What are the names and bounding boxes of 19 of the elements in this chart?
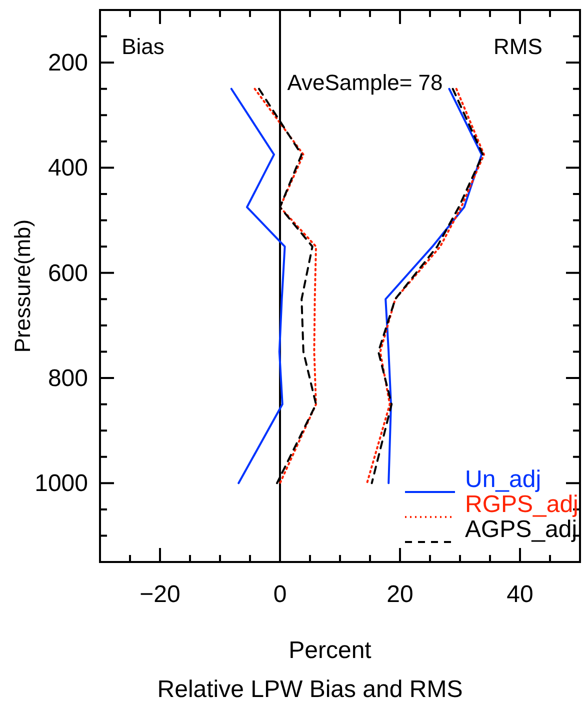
- x-tick-label: 40: [506, 581, 534, 608]
- annotation: Bias: [122, 34, 164, 59]
- annotation: RMS: [494, 34, 542, 59]
- y-tick-label: 600: [48, 260, 88, 287]
- y-tick-label: 800: [48, 365, 88, 392]
- annotation: AveSample= 78: [287, 70, 443, 95]
- legend-label: RGPS_adj: [465, 491, 578, 518]
- line-series: [230, 88, 286, 484]
- x-tick-label: 20: [386, 581, 414, 608]
- x-axis-title: Percent: [288, 637, 372, 664]
- y-tick-label: 400: [48, 154, 88, 182]
- y-axis-title: Pressure(mb): [10, 219, 35, 353]
- y-tick-label: 1000: [34, 470, 88, 498]
- x-tick-label: 0: [273, 581, 287, 608]
- legend-label: AGPS_adj: [465, 516, 578, 543]
- x-tick-label: −20: [140, 581, 180, 608]
- y-tick-label: 200: [48, 50, 88, 77]
- legend-label: Un_adj: [465, 466, 542, 493]
- text: Relative LPW Bias and RMS: [157, 676, 463, 703]
